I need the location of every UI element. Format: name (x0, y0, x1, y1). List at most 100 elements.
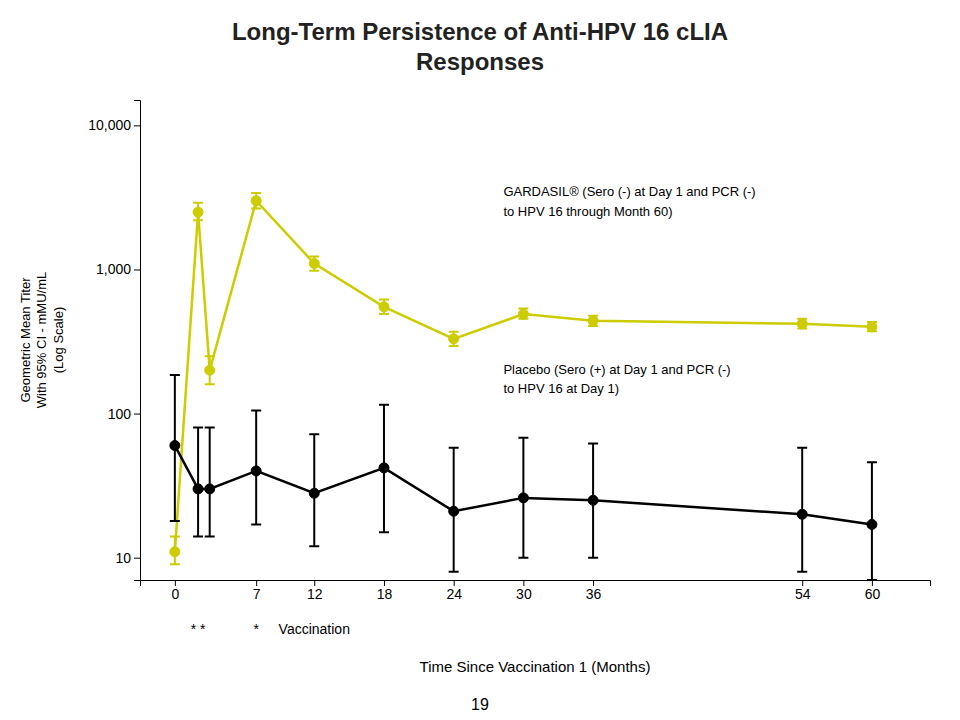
x-tick: 0 (171, 580, 179, 602)
annotation: Vaccination (279, 621, 350, 637)
x-axis: 0 7 12 18 24 30 36 54 60 (141, 580, 931, 602)
y-axis-title: Geometric Mean TiterWith 95% CI - mMU/mL… (18, 272, 66, 409)
error-bar (797, 319, 807, 329)
series-label-line: GARDASIL® (Sero (-) at Day 1 and PCR (-) (503, 184, 755, 199)
y-axis-title-line: With 95% CI - mMU/mL (34, 272, 49, 409)
error-bar (867, 462, 877, 580)
y-axis-title-line: Geometric Mean Titer (18, 277, 33, 403)
error-bar (449, 448, 459, 572)
x-tick: 12 (307, 580, 323, 602)
series-label-line: to HPV 16 at Day 1) (503, 381, 619, 396)
y-tick-label: 100 (108, 406, 132, 422)
point (251, 466, 261, 476)
error-bar (797, 448, 807, 572)
series-label: GARDASIL® (Sero (-) at Day 1 and PCR (-)… (503, 184, 755, 219)
point (193, 484, 203, 494)
point (170, 547, 180, 557)
y-tick: 10 (115, 550, 140, 566)
chart: Long-Term Persistence of Anti-HPV 16 cLI… (0, 0, 960, 720)
y-tick-mark (134, 414, 140, 415)
y-tick-label: 10,000 (88, 117, 131, 133)
error-bar (309, 434, 319, 546)
point (309, 259, 319, 269)
annotation: * * (191, 621, 206, 637)
point (309, 488, 319, 498)
error-bar (205, 356, 215, 384)
y-axis-title-line: (Log Scale) (51, 307, 66, 373)
point (797, 509, 807, 519)
point (170, 441, 180, 451)
page-number: 19 (471, 696, 489, 713)
error-bar (518, 309, 528, 319)
title: Long-Term Persistence of Anti-HPV 16 cLI… (232, 18, 728, 75)
x-tick: 30 (516, 580, 532, 602)
point (449, 506, 459, 516)
error-bar (193, 428, 203, 537)
error-bar (588, 316, 598, 326)
point (518, 493, 528, 503)
error-bar (251, 411, 261, 525)
point (205, 365, 215, 375)
error-bar (449, 332, 459, 346)
error-bar (170, 375, 180, 521)
plot-area: 0 7 12 18 24 30 36 54 60 10 100 1,000 10,000 GARDASIL… (88, 101, 930, 638)
y-tick: 1,000 (96, 261, 140, 277)
error-bar (309, 257, 319, 271)
y-axis: 10 100 1,000 10,000 (88, 101, 140, 581)
point (518, 309, 528, 319)
x-tick: 54 (795, 580, 811, 602)
point (867, 322, 877, 332)
x-tick-label: 18 (377, 586, 393, 602)
series-label-line: to HPV 16 through Month 60) (503, 204, 672, 219)
x-tick-label: 30 (516, 586, 532, 602)
y-axis-line (134, 101, 141, 581)
y-tick-mark (134, 558, 140, 559)
x-tick: 7 (253, 580, 261, 602)
point (588, 495, 598, 505)
y-tick-label: 10 (115, 550, 131, 566)
series-label-line: Placebo (Sero (+) at Day 1 and PCR (-) (503, 362, 730, 377)
y-tick-label: 1,000 (96, 261, 131, 277)
y-tick: 100 (108, 406, 140, 422)
x-tick-label: 36 (586, 586, 602, 602)
x-tick: 18 (377, 580, 393, 602)
error-bar (170, 537, 180, 565)
series-line (175, 201, 872, 552)
series (170, 375, 877, 580)
x-tick: 24 (446, 580, 462, 602)
error-bar (251, 193, 261, 209)
x-tick-label: 7 (253, 586, 261, 602)
error-bar (205, 428, 215, 537)
point (379, 302, 389, 312)
point (449, 334, 459, 344)
title-line: Responses (416, 48, 544, 75)
x-tick-label: 0 (171, 586, 179, 602)
point (205, 484, 215, 494)
x-axis-title: Time Since Vaccination 1 (Months) (420, 658, 651, 675)
series (170, 193, 877, 564)
series-label: Placebo (Sero (+) at Day 1 and PCR (-) to… (503, 362, 730, 397)
point (867, 519, 877, 529)
error-bar (518, 438, 528, 558)
point (193, 207, 203, 217)
x-tick-label: 54 (795, 586, 811, 602)
x-tick-label: 60 (865, 586, 881, 602)
annotation: * (253, 621, 259, 637)
data-marks (170, 193, 877, 580)
x-tick: 36 (586, 580, 602, 602)
error-bar (867, 322, 877, 331)
error-bar (588, 443, 598, 557)
error-bar (379, 299, 389, 314)
point (797, 319, 807, 329)
title-line: Long-Term Persistence of Anti-HPV 16 cLI… (232, 18, 728, 45)
x-tick: 60 (865, 580, 881, 602)
y-tick: 10,000 (88, 117, 140, 133)
y-tick-mark (134, 125, 140, 126)
point (588, 316, 598, 326)
y-tick-mark (134, 269, 140, 270)
error-bar (193, 203, 203, 220)
x-tick-label: 24 (446, 586, 462, 602)
point (251, 196, 261, 206)
x-tick-label: 12 (307, 586, 323, 602)
point (379, 463, 389, 473)
